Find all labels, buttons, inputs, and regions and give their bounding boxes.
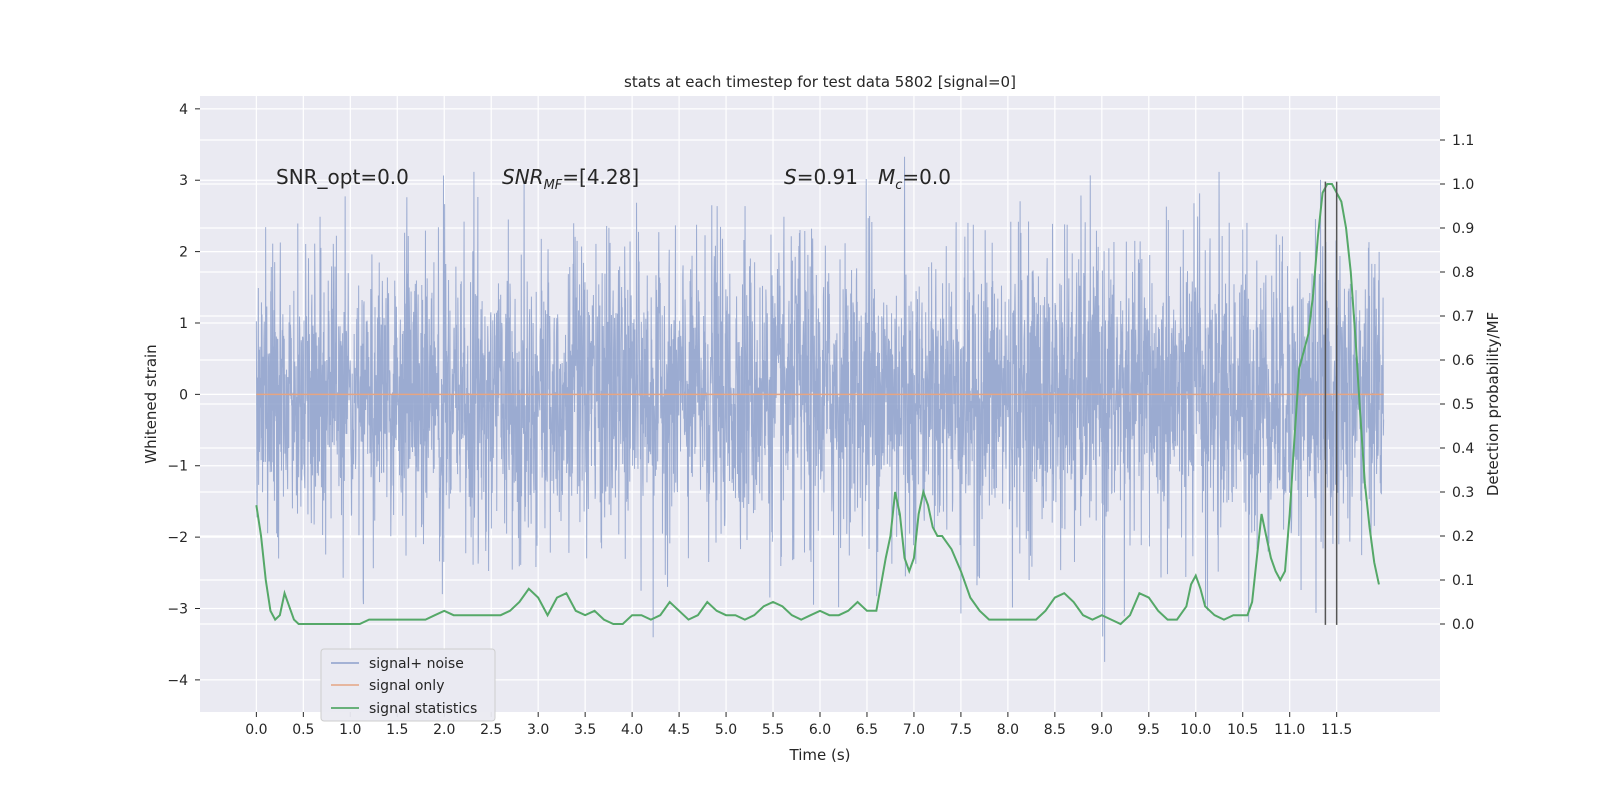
y-tick-label-1: −3 — [167, 602, 188, 618]
legend: signal+ noise signal only signal statist… — [320, 648, 496, 722]
x-tick-label-5: 2.5 — [480, 722, 502, 738]
legend-label-signal-statistics: signal statistics — [369, 701, 477, 717]
y-tick-label-4: 0 — [179, 387, 188, 403]
x-tick-label-11: 5.5 — [762, 722, 784, 738]
y-tick-label-2: −2 — [167, 530, 188, 546]
x-tick-label-2: 1.0 — [339, 722, 361, 738]
x-tick-label-22: 11.0 — [1274, 722, 1305, 738]
y-axis-label: Whitened strain — [142, 344, 160, 463]
y-right-axis-label: Detection probability/MF — [1484, 312, 1502, 496]
y-axis-ticks: −4 −3 −2 −1 0 1 2 3 4 — [167, 102, 200, 689]
x-tick-label-12: 6.0 — [809, 722, 831, 738]
x-tick-label-13: 6.5 — [856, 722, 878, 738]
x-tick-label-6: 3.0 — [527, 722, 549, 738]
y-right-tick-label-9: 0.9 — [1452, 221, 1474, 237]
y-right-tick-label-7: 0.7 — [1452, 309, 1474, 325]
x-tick-label-21: 10.5 — [1227, 722, 1258, 738]
x-tick-label-0: 0.0 — [245, 722, 267, 738]
noise-trace — [255, 156, 1385, 662]
y-right-axis-ticks: 0.0 0.1 0.2 0.3 0.4 0.5 0.6 0.7 0.8 0.9 1.0 1.1 — [1440, 133, 1474, 633]
x-tick-label-16: 8.0 — [997, 722, 1019, 738]
y-right-tick-label-3: 0.3 — [1452, 485, 1474, 501]
x-tick-label-18: 9.0 — [1091, 722, 1113, 738]
annotation-snr-mf: SNRMF=[4.28] — [502, 165, 639, 193]
x-axis-ticks: 0.0 0.5 1.0 1.5 2.0 2.5 3.0 3.5 4.0 4.5 5.0 5.5 6.0 6… — [245, 712, 1352, 738]
x-tick-label-19: 9.5 — [1138, 722, 1160, 738]
y-tick-label-6: 2 — [179, 245, 188, 261]
annotation-snr-mf-sub: MF — [544, 178, 563, 193]
y-tick-label-3: −1 — [167, 459, 188, 475]
annotation-mc-sub: c — [895, 178, 902, 193]
x-tick-label-15: 7.5 — [950, 722, 972, 738]
annotation-s: S=0.91 — [784, 165, 858, 189]
y-right-tick-label-6: 0.6 — [1452, 353, 1474, 369]
y-right-tick-label-11: 1.1 — [1452, 133, 1474, 149]
x-tick-label-4: 2.0 — [433, 722, 455, 738]
x-tick-label-8: 4.0 — [621, 722, 643, 738]
y-right-tick-label-5: 0.5 — [1452, 397, 1474, 413]
y-right-tick-label-4: 0.4 — [1452, 441, 1474, 457]
x-tick-label-14: 7.0 — [903, 722, 925, 738]
x-tick-label-3: 1.5 — [386, 722, 408, 738]
y-right-tick-label-1: 0.1 — [1452, 573, 1474, 589]
annotation-snr-mf-value: =[4.28] — [562, 165, 639, 189]
annotation-mc-symbol: M — [878, 165, 895, 189]
y-tick-label-7: 3 — [179, 173, 188, 189]
series-signal-statistics — [255, 183, 1380, 626]
series-signal-plus-noise — [255, 156, 1385, 662]
x-tick-label-20: 10.0 — [1180, 722, 1211, 738]
y-tick-label-8: 4 — [179, 102, 188, 118]
annotation-s-value: =0.91 — [797, 165, 858, 189]
annotation-snr-opt: SNR_opt=0.0 — [276, 165, 409, 189]
vertical-markers — [1324, 181, 1338, 625]
x-tick-label-17: 8.5 — [1044, 722, 1066, 738]
annotation-s-symbol: S — [784, 165, 797, 189]
y-right-tick-label-0: 0.0 — [1452, 617, 1474, 633]
annotation-snr-mf-main: SNR — [502, 165, 544, 189]
x-tick-label-10: 5.0 — [715, 722, 737, 738]
x-tick-label-9: 4.5 — [668, 722, 690, 738]
y-tick-label-0: −4 — [167, 673, 188, 689]
y-right-tick-label-8: 0.8 — [1452, 265, 1474, 281]
signal-statistics-line — [255, 183, 1380, 626]
legend-label-signal-only: signal only — [369, 678, 444, 694]
y-tick-label-5: 1 — [179, 316, 188, 332]
x-tick-label-7: 3.5 — [574, 722, 596, 738]
annotation-mc: Mc=0.0 — [878, 165, 951, 193]
chart-title: stats at each timestep for test data 580… — [624, 73, 1016, 91]
annotation-mc-value: =0.0 — [902, 165, 951, 189]
legend-box — [320, 648, 496, 722]
y-right-tick-label-10: 1.0 — [1452, 177, 1474, 193]
x-tick-label-1: 0.5 — [292, 722, 314, 738]
legend-label-signal-plus-noise: signal+ noise — [369, 656, 464, 672]
x-axis-label: Time (s) — [789, 746, 851, 764]
x-tick-label-23: 11.5 — [1321, 722, 1352, 738]
y-right-tick-label-2: 0.2 — [1452, 529, 1474, 545]
